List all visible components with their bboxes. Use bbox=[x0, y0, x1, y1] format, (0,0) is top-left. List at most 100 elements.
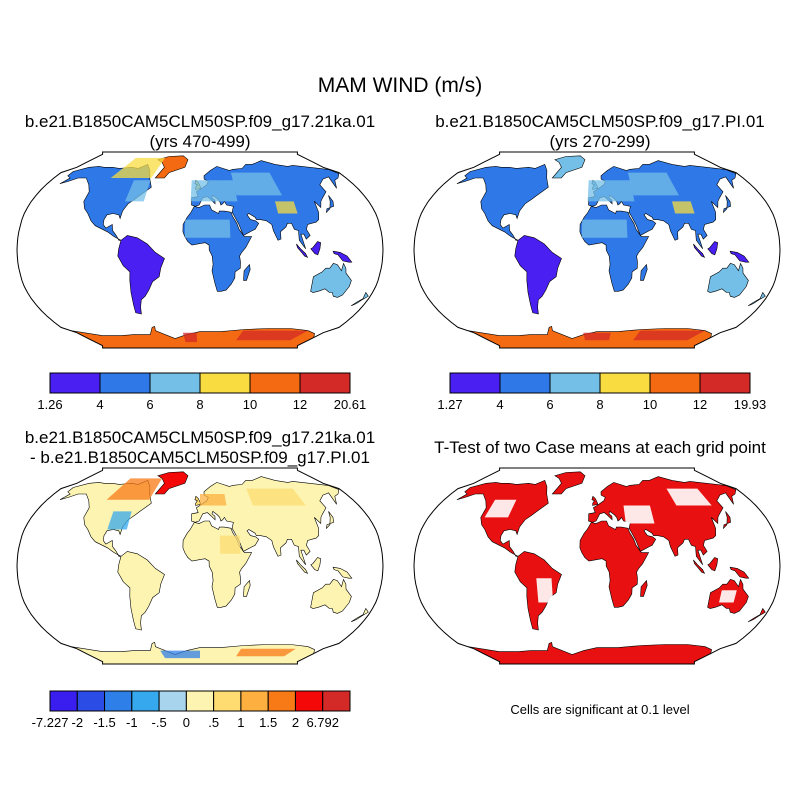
case1-colorbar-label: 20.61 bbox=[334, 397, 367, 412]
case2-colorbar-label: 6 bbox=[546, 397, 553, 412]
case1-patch bbox=[230, 172, 282, 196]
ttest-land-greenland bbox=[551, 471, 586, 495]
case1-title-line1: b.e21.B1850CAM5CLM50SP.f09_g17.21ka.01 bbox=[24, 112, 376, 131]
case1-patch bbox=[110, 157, 166, 178]
ttest-land-newGuinea bbox=[729, 566, 750, 579]
diff-colorbar-label: -.5 bbox=[152, 715, 167, 730]
case1-colorbar-box bbox=[49, 372, 101, 394]
diff-colorbar-label: 1.5 bbox=[259, 715, 277, 730]
case1-land-japan bbox=[325, 195, 334, 214]
case2-colorbar-label: 10 bbox=[643, 397, 657, 412]
ttest-land-japan bbox=[722, 511, 731, 530]
case2-colorbar-label: 12 bbox=[693, 397, 707, 412]
diff-land-greenland bbox=[154, 471, 189, 495]
ttest-ocean bbox=[414, 468, 780, 664]
case2-colorbar-label: 1.27 bbox=[437, 397, 462, 412]
diff-title-line2: - b.e21.B1850CAM5CLM50SP.f09_g17.PI.01 bbox=[30, 448, 370, 467]
case1-title-line2: (yrs 470-499) bbox=[149, 132, 251, 151]
diff-colorbar-box bbox=[104, 690, 133, 712]
case2-land-borneo bbox=[707, 241, 719, 256]
case2-land-newGuinea bbox=[729, 250, 750, 263]
case1-colorbar-label: 10 bbox=[243, 397, 257, 412]
case2-patch bbox=[627, 172, 679, 196]
case2-land-southAmerica bbox=[514, 235, 562, 315]
ttest-nonsignificant-patch bbox=[623, 505, 655, 524]
diff-title: b.e21.B1850CAM5CLM50SP.f09_g17.21ka.01 -… bbox=[0, 428, 400, 468]
ttest-nonsignificant-patch bbox=[484, 499, 517, 518]
case2-patch bbox=[672, 201, 695, 214]
diff-land-eurasia bbox=[191, 476, 340, 565]
ttest-land-madagascar bbox=[640, 579, 648, 597]
case1-patch bbox=[190, 180, 238, 202]
diff-colorbar-box bbox=[158, 690, 187, 712]
diff-land-sumatra bbox=[296, 559, 309, 574]
ttest-map bbox=[413, 467, 781, 665]
case2-colorbar-box bbox=[599, 372, 651, 394]
case2-colorbar-box bbox=[499, 372, 551, 394]
ttest-land-sumatra bbox=[693, 559, 706, 574]
diff-colorbar-box bbox=[240, 690, 269, 712]
diff-colorbar-box bbox=[76, 690, 106, 712]
diff-land-southAmerica bbox=[117, 551, 165, 631]
case2-land-northAmerica bbox=[456, 164, 549, 241]
ttest-land-borneo bbox=[707, 557, 719, 572]
case2-patch bbox=[581, 219, 628, 238]
ttest-land-newZealand bbox=[748, 607, 766, 623]
case1-colorbar-box bbox=[149, 372, 201, 394]
diff-colorbar-box bbox=[213, 690, 242, 712]
ttest-map-border bbox=[413, 467, 781, 665]
case2-colorbar-box bbox=[449, 372, 501, 394]
case1-land-borneo bbox=[310, 241, 322, 256]
case1-colorbar: 1.26 4 6 8 10 12 20.61 bbox=[37, 372, 367, 412]
case2-land-sumatra bbox=[693, 243, 706, 258]
diff-patch bbox=[219, 535, 241, 554]
diff-colorbar-box bbox=[49, 690, 78, 712]
case2-land-newZealand bbox=[748, 291, 766, 307]
diff-colorbar-label: -1.5 bbox=[93, 715, 115, 730]
diff-colorbar-box bbox=[322, 690, 351, 712]
case1-land-newGuinea bbox=[332, 250, 353, 263]
diff-patch bbox=[160, 650, 200, 659]
case2-land-greenland bbox=[551, 155, 586, 179]
case2-colorbar-label: 8 bbox=[596, 397, 603, 412]
diff-colorbar-label: -1 bbox=[126, 715, 138, 730]
diff-title-line1: b.e21.B1850CAM5CLM50SP.f09_g17.21ka.01 bbox=[24, 428, 376, 447]
case2-patch bbox=[633, 330, 705, 341]
diff-colorbar-label: 0 bbox=[183, 715, 190, 730]
case1-colorbar-label: 8 bbox=[196, 397, 203, 412]
case2-colorbar-box bbox=[649, 372, 701, 394]
case1-map bbox=[16, 151, 384, 349]
diff-colorbar: -7.227 -2 -1.5 -1 -.5 0 .5 1 1.5 2 6.792 bbox=[32, 690, 351, 730]
case2-land-madagascar bbox=[640, 263, 648, 281]
ttest-land-africa bbox=[579, 520, 650, 608]
diff-patch bbox=[106, 478, 163, 500]
case1-colorbar-label: 6 bbox=[146, 397, 153, 412]
case2-title-line1: b.e21.B1850CAM5CLM50SP.f09_g17.PI.01 bbox=[435, 112, 765, 131]
ttest-land-northAmerica bbox=[456, 480, 549, 557]
ttest-land-antarctica bbox=[467, 641, 712, 664]
ttest-nonsignificant-patch bbox=[536, 578, 554, 603]
ttest-nonsignificant-patch bbox=[666, 488, 712, 506]
case2-map bbox=[413, 151, 781, 349]
case2-colorbar-label: 4 bbox=[496, 397, 503, 412]
diff-land-borneo bbox=[310, 557, 322, 572]
case2-land-australia bbox=[707, 262, 749, 298]
diff-map bbox=[16, 467, 384, 665]
case1-land-madagascar bbox=[243, 263, 251, 281]
diff-colorbar-label: .5 bbox=[208, 715, 219, 730]
case1-colorbar-box bbox=[99, 372, 151, 394]
case2-colorbar-label: 19.93 bbox=[734, 397, 767, 412]
diff-land-newZealand bbox=[351, 607, 369, 623]
case1-colorbar-label: 1.26 bbox=[37, 397, 62, 412]
diff-colorbar-box bbox=[185, 690, 215, 712]
case1-colorbar-box bbox=[199, 372, 251, 394]
diff-colorbar-box bbox=[131, 690, 160, 712]
case2-patch bbox=[583, 332, 611, 341]
diff-patch bbox=[246, 488, 306, 506]
diff-land-newGuinea bbox=[332, 566, 353, 579]
case1-map-border bbox=[16, 151, 384, 349]
case2-title: b.e21.B1850CAM5CLM50SP.f09_g17.PI.01 (yr… bbox=[400, 112, 800, 152]
case1-patch bbox=[275, 201, 298, 214]
case1-colorbar-label: 12 bbox=[293, 397, 307, 412]
diff-colorbar-box bbox=[294, 690, 324, 712]
